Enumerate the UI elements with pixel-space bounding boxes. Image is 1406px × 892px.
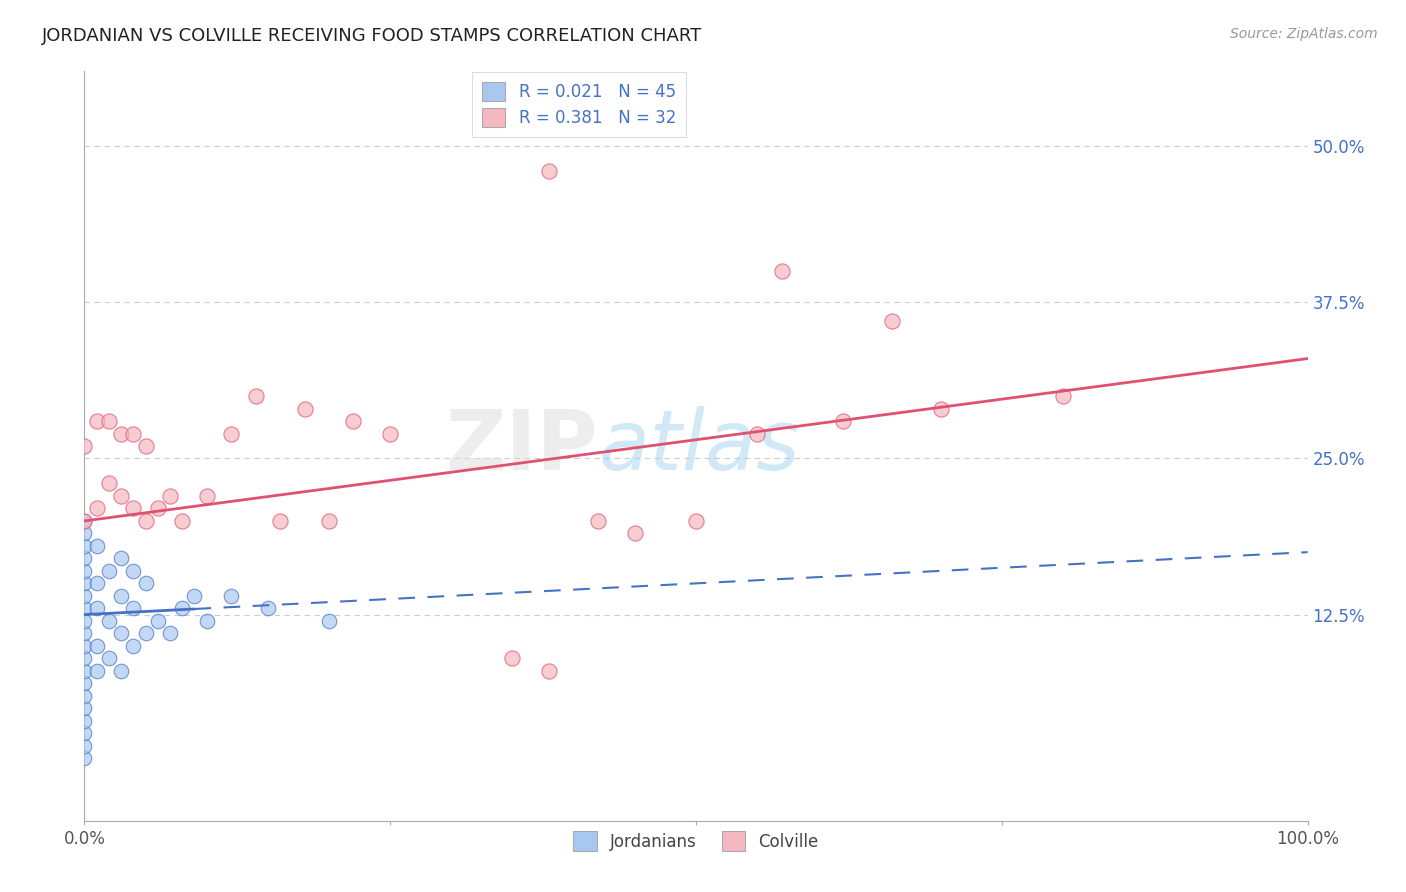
Point bbox=[770, 264, 793, 278]
Point bbox=[294, 401, 316, 416]
Point bbox=[219, 589, 242, 603]
Point bbox=[73, 514, 96, 528]
Point bbox=[318, 514, 340, 528]
Point bbox=[586, 514, 609, 528]
Point bbox=[135, 439, 157, 453]
Point bbox=[502, 651, 524, 665]
Point bbox=[538, 664, 561, 678]
Point bbox=[73, 589, 96, 603]
Point bbox=[380, 426, 402, 441]
Point bbox=[172, 514, 194, 528]
Point bbox=[146, 614, 169, 628]
Point bbox=[73, 601, 96, 615]
Point bbox=[73, 726, 96, 740]
Point bbox=[73, 514, 96, 528]
Point bbox=[73, 439, 96, 453]
Point bbox=[73, 701, 96, 715]
Point bbox=[195, 489, 218, 503]
Point bbox=[122, 601, 145, 615]
Point bbox=[159, 626, 181, 640]
Point bbox=[73, 576, 96, 591]
Point bbox=[122, 564, 145, 578]
Point bbox=[269, 514, 291, 528]
Point bbox=[245, 389, 267, 403]
Text: JORDANIAN VS COLVILLE RECEIVING FOOD STAMPS CORRELATION CHART: JORDANIAN VS COLVILLE RECEIVING FOOD STA… bbox=[42, 27, 703, 45]
Point bbox=[1052, 389, 1074, 403]
Point bbox=[73, 539, 96, 553]
Point bbox=[73, 564, 96, 578]
Point bbox=[318, 614, 340, 628]
Point bbox=[73, 739, 96, 753]
Point bbox=[73, 751, 96, 765]
Point bbox=[73, 676, 96, 690]
Point bbox=[86, 576, 108, 591]
Point bbox=[880, 314, 903, 328]
Point bbox=[342, 414, 364, 428]
Text: atlas: atlas bbox=[598, 406, 800, 486]
Point bbox=[135, 626, 157, 640]
Point bbox=[86, 414, 108, 428]
Point bbox=[135, 514, 157, 528]
Point bbox=[929, 401, 952, 416]
Point bbox=[86, 539, 108, 553]
Point bbox=[73, 551, 96, 566]
Point bbox=[122, 639, 145, 653]
Point bbox=[86, 501, 108, 516]
Point bbox=[219, 426, 242, 441]
Point bbox=[146, 501, 169, 516]
Point bbox=[159, 489, 181, 503]
Text: Source: ZipAtlas.com: Source: ZipAtlas.com bbox=[1230, 27, 1378, 41]
Point bbox=[685, 514, 707, 528]
Point bbox=[97, 651, 120, 665]
Point bbox=[86, 664, 108, 678]
Point bbox=[110, 426, 132, 441]
Point bbox=[172, 601, 194, 615]
Point bbox=[110, 664, 132, 678]
Point bbox=[86, 601, 108, 615]
Point bbox=[97, 614, 120, 628]
Point bbox=[73, 651, 96, 665]
Point bbox=[73, 639, 96, 653]
Point bbox=[97, 476, 120, 491]
Point bbox=[122, 426, 145, 441]
Point bbox=[110, 551, 132, 566]
Point bbox=[73, 526, 96, 541]
Point bbox=[73, 689, 96, 703]
Point bbox=[257, 601, 280, 615]
Point bbox=[73, 626, 96, 640]
Point bbox=[97, 414, 120, 428]
Point bbox=[73, 614, 96, 628]
Text: ZIP: ZIP bbox=[446, 406, 598, 486]
Point bbox=[110, 489, 132, 503]
Point bbox=[747, 426, 769, 441]
Point bbox=[73, 664, 96, 678]
Point bbox=[97, 564, 120, 578]
Point bbox=[624, 526, 647, 541]
Point bbox=[538, 164, 561, 178]
Point bbox=[135, 576, 157, 591]
Legend: Jordanians, Colville: Jordanians, Colville bbox=[567, 825, 825, 857]
Point bbox=[73, 714, 96, 728]
Point bbox=[86, 639, 108, 653]
Point bbox=[122, 501, 145, 516]
Point bbox=[831, 414, 853, 428]
Point bbox=[110, 626, 132, 640]
Point bbox=[110, 589, 132, 603]
Point bbox=[195, 614, 218, 628]
Point bbox=[183, 589, 205, 603]
